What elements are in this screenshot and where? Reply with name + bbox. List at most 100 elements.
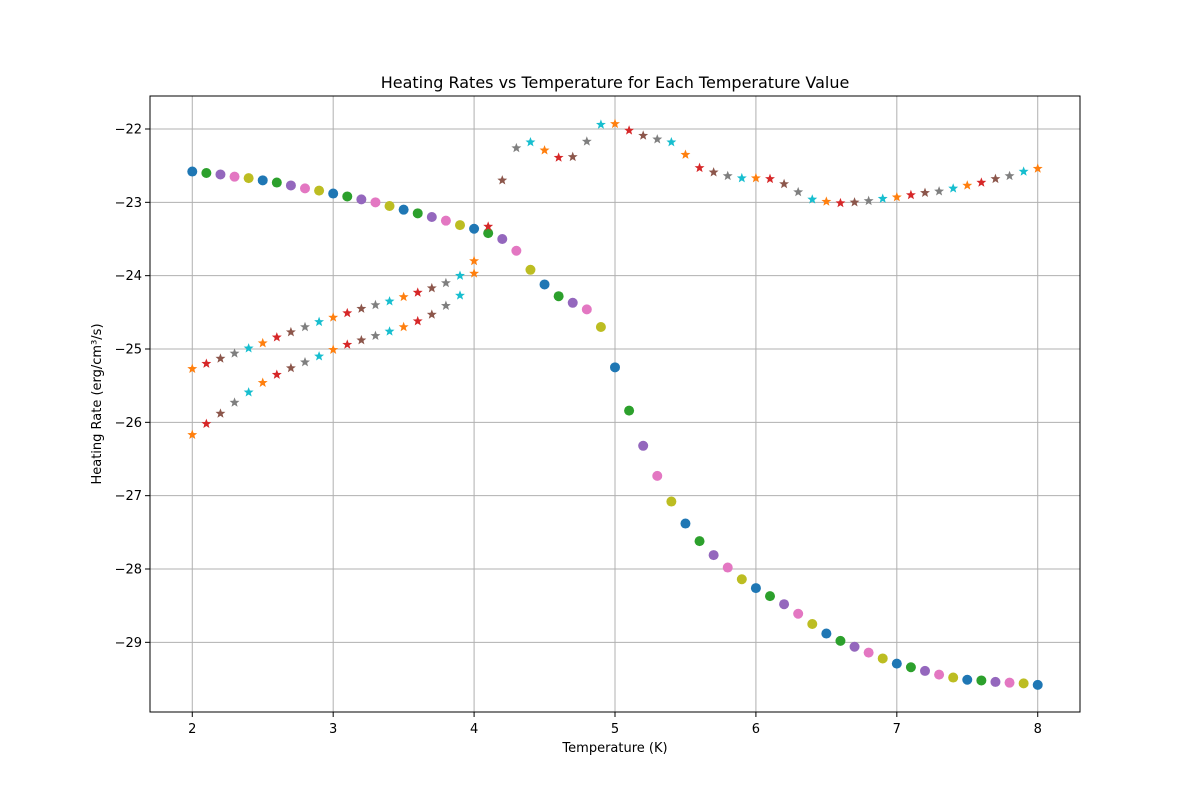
- data-point: [440, 277, 451, 288]
- data-point: [1032, 163, 1043, 173]
- data-point: [779, 178, 790, 189]
- data-point: [835, 197, 846, 208]
- x-tick-label: 3: [329, 722, 337, 737]
- data-point: [581, 136, 592, 146]
- data-point: [877, 193, 888, 203]
- data-point: [300, 183, 310, 194]
- data-point: [300, 321, 310, 332]
- data-point: [440, 300, 451, 310]
- data-point: [370, 299, 381, 310]
- data-point: [215, 353, 226, 363]
- data-point: [539, 279, 550, 290]
- data-point: [511, 245, 522, 256]
- data-point: [1004, 677, 1015, 688]
- data-point: [666, 137, 677, 147]
- x-tick-label: 2: [188, 722, 196, 737]
- data-point: [440, 215, 451, 226]
- data-point: [384, 296, 395, 306]
- data-point: [976, 675, 987, 686]
- data-point: [750, 583, 761, 594]
- data-point: [581, 304, 592, 315]
- data-point: [469, 268, 480, 278]
- data-point: [793, 186, 804, 197]
- x-tick-label: 8: [1034, 722, 1042, 737]
- data-point: [750, 172, 761, 183]
- y-tick-label: −27: [115, 489, 142, 504]
- data-point: [469, 255, 480, 266]
- data-point: [201, 168, 212, 178]
- data-point: [229, 171, 240, 182]
- data-point: [793, 608, 804, 619]
- data-point: [905, 189, 916, 200]
- data-point: [680, 149, 691, 159]
- data-point: [638, 440, 649, 451]
- x-tick-label: 5: [611, 722, 619, 737]
- x-axis-label: Temperature (K): [561, 741, 667, 756]
- data-point: [328, 344, 339, 354]
- data-point: [356, 335, 367, 345]
- data-point: [920, 665, 930, 676]
- data-point: [187, 363, 198, 374]
- data-point: [271, 369, 282, 379]
- data-point: [905, 662, 916, 673]
- data-point: [567, 297, 578, 308]
- data-point: [384, 326, 395, 336]
- data-point: [652, 470, 663, 481]
- data-point: [285, 326, 296, 337]
- data-point: [779, 599, 790, 610]
- data-point: [835, 635, 846, 646]
- data-point: [412, 208, 423, 219]
- data-point: [891, 658, 902, 669]
- series-2: [187, 255, 480, 440]
- data-point: [271, 332, 282, 342]
- data-point: [412, 287, 423, 297]
- data-point: [201, 358, 212, 368]
- data-point: [356, 194, 367, 205]
- data-point: [694, 162, 705, 173]
- data-point: [722, 170, 733, 181]
- data-point: [1018, 166, 1029, 176]
- data-point: [469, 223, 480, 234]
- data-point: [215, 408, 226, 418]
- data-point: [821, 196, 832, 206]
- y-tick-label: −22: [115, 123, 142, 138]
- data-point: [990, 173, 1001, 184]
- data-point: [807, 194, 818, 204]
- data-point: [285, 180, 296, 191]
- series-0: [187, 166, 1043, 690]
- data-point: [807, 619, 818, 629]
- data-point: [342, 307, 353, 318]
- data-point: [821, 628, 832, 639]
- data-point: [342, 339, 353, 349]
- data-point: [314, 316, 325, 327]
- data-point: [525, 137, 536, 147]
- data-point: [610, 362, 620, 373]
- data-point: [765, 591, 775, 602]
- data-point: [948, 672, 959, 683]
- data-point: [976, 177, 987, 187]
- data-point: [553, 291, 564, 302]
- data-point: [736, 172, 747, 183]
- series-1: [187, 118, 1043, 374]
- data-point: [948, 183, 959, 193]
- data-point: [595, 119, 606, 129]
- grid-lines: [150, 96, 1080, 712]
- data-point: [525, 264, 536, 275]
- data-point: [342, 191, 353, 202]
- data-points: [187, 118, 1043, 690]
- data-point: [300, 357, 310, 367]
- data-point: [398, 291, 409, 302]
- data-point: [497, 234, 508, 244]
- data-point: [962, 180, 973, 190]
- data-point: [553, 152, 564, 162]
- data-point: [708, 550, 719, 561]
- data-point: [257, 337, 268, 348]
- y-tick-label: −29: [115, 636, 142, 651]
- data-point: [483, 221, 494, 231]
- data-point: [934, 669, 945, 680]
- data-point: [891, 192, 902, 202]
- data-point: [624, 125, 635, 135]
- data-point: [920, 187, 930, 198]
- data-point: [243, 343, 254, 353]
